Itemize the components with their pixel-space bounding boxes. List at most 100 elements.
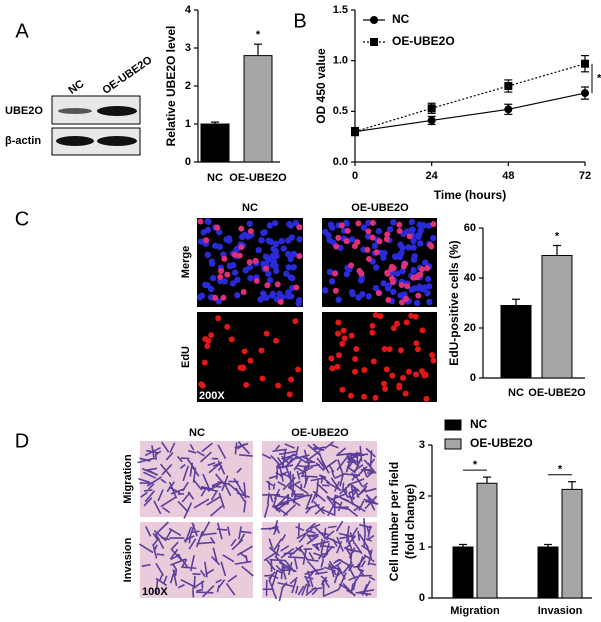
cell	[193, 480, 203, 491]
marker	[427, 116, 436, 125]
cell	[377, 313, 384, 320]
cell	[307, 560, 320, 575]
cell	[170, 553, 181, 561]
cell	[202, 336, 209, 343]
cell	[265, 480, 274, 487]
cell	[282, 476, 296, 491]
cell	[318, 474, 330, 484]
cell	[169, 548, 179, 560]
cell	[247, 228, 254, 235]
cell	[163, 575, 168, 584]
bar	[561, 488, 583, 599]
cell	[203, 237, 210, 244]
cell	[343, 238, 350, 245]
annotation: *	[473, 459, 478, 471]
cell	[291, 579, 297, 594]
cell	[140, 491, 148, 498]
cell	[153, 500, 162, 515]
cell	[328, 278, 336, 285]
cell	[355, 220, 362, 227]
cell	[327, 525, 337, 529]
cell	[216, 522, 223, 540]
cell	[278, 586, 284, 602]
cell	[315, 480, 320, 498]
cell	[415, 292, 422, 299]
cell	[365, 228, 372, 235]
cell	[168, 481, 178, 499]
cell	[344, 543, 351, 550]
cell	[363, 554, 375, 563]
cell	[333, 243, 340, 250]
cell	[176, 455, 183, 463]
cell	[330, 477, 341, 491]
cell	[263, 330, 270, 337]
cell	[296, 470, 301, 480]
cell	[335, 330, 342, 337]
cell	[356, 485, 368, 498]
cell	[209, 274, 217, 282]
cell	[366, 526, 370, 533]
cell	[365, 447, 377, 458]
cell	[191, 465, 200, 477]
cell	[365, 469, 373, 473]
cell	[384, 231, 391, 238]
cell	[418, 368, 425, 375]
y-axis-label: OD 450 value	[314, 48, 328, 124]
cell	[361, 366, 368, 373]
cell	[234, 560, 252, 565]
cell	[397, 347, 404, 354]
cell	[388, 275, 395, 282]
cell	[324, 542, 330, 557]
cell	[321, 580, 325, 588]
cell	[204, 343, 211, 350]
cell	[187, 449, 197, 454]
cell	[191, 530, 200, 534]
cell	[403, 319, 410, 326]
cell	[326, 530, 335, 538]
cell	[169, 569, 176, 584]
cell	[266, 492, 270, 505]
cell	[180, 578, 197, 589]
cell	[362, 482, 369, 488]
cell	[405, 244, 412, 251]
cell	[398, 250, 405, 257]
cell	[273, 488, 281, 500]
cell	[311, 589, 318, 596]
cell	[396, 228, 403, 235]
cell	[262, 253, 270, 260]
cell	[306, 580, 310, 594]
cell	[294, 454, 308, 464]
cell	[292, 219, 300, 227]
cell	[217, 274, 224, 281]
cell	[390, 288, 397, 296]
legend-label: OE-UBE2O	[392, 34, 455, 48]
cell	[204, 281, 211, 289]
cell	[260, 527, 277, 530]
band	[97, 136, 137, 146]
annotation: *	[555, 230, 560, 242]
cell	[253, 277, 260, 284]
cell	[226, 262, 234, 270]
cell	[293, 493, 309, 501]
cell	[201, 532, 217, 536]
cell	[358, 588, 375, 594]
cell	[321, 287, 329, 294]
cell	[360, 560, 366, 568]
cell	[280, 545, 290, 552]
cell	[285, 466, 291, 480]
error-bar	[459, 543, 467, 547]
cell	[275, 524, 281, 534]
cell	[196, 591, 214, 594]
cell	[231, 269, 239, 276]
cell	[274, 544, 280, 558]
cell	[369, 234, 376, 241]
legend-label: NC	[392, 12, 410, 26]
cell	[240, 530, 252, 534]
cell	[416, 221, 423, 228]
cell	[214, 224, 221, 231]
image	[197, 312, 303, 402]
y-tick-label: 0	[419, 592, 425, 604]
cell	[323, 588, 340, 598]
y-tick-label: 1	[419, 541, 425, 553]
